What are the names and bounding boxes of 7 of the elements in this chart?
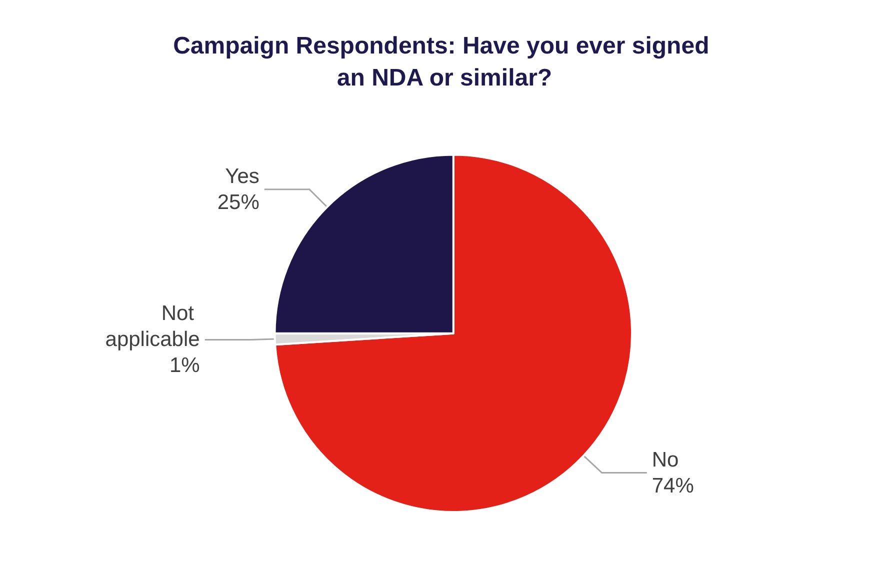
data-label: 25% bbox=[217, 190, 260, 214]
chart-title: Campaign Respondents: Have you ever signed an NDA or similar? bbox=[173, 32, 716, 92]
data-label: 74% bbox=[652, 474, 694, 498]
slice-label: No bbox=[652, 448, 679, 472]
slice-label: Yes bbox=[225, 164, 260, 188]
slice-label: Not applicable bbox=[105, 302, 200, 352]
data-label: 1% bbox=[169, 354, 200, 378]
